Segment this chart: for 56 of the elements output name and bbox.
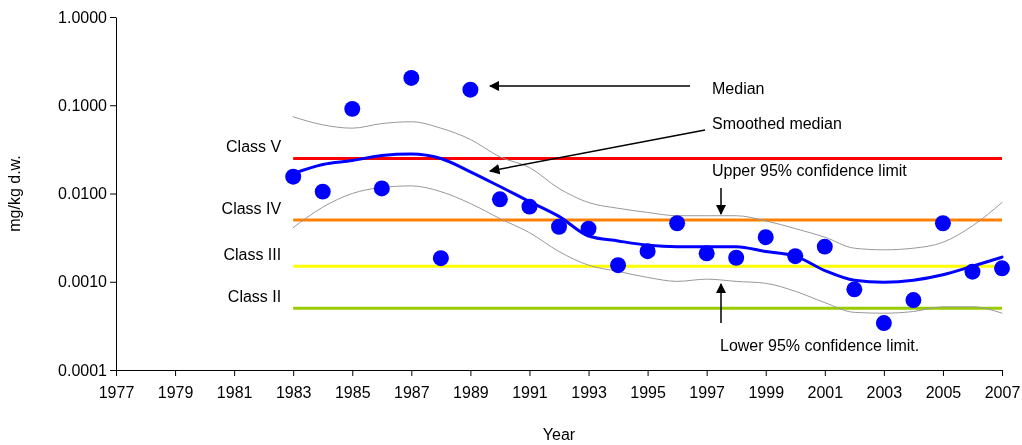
annotation: Smoothed median: [712, 115, 842, 132]
x-tick-label: 1995: [630, 384, 666, 402]
x-tick-label: 1991: [512, 384, 548, 402]
annotation: Median: [712, 80, 765, 97]
y-tick-label: 0.0100: [58, 185, 108, 203]
point: [698, 245, 715, 262]
point: [314, 183, 331, 200]
y-tick-label: 0.0010: [58, 273, 108, 291]
point: [846, 281, 863, 298]
y-axis-title: mg/kg d.w.: [6, 155, 23, 232]
point: [994, 260, 1010, 277]
y-tick-label: 0.1000: [58, 96, 108, 114]
point: [669, 215, 686, 232]
ref-line-label: Class III: [223, 246, 282, 264]
point: [521, 198, 538, 215]
point: [875, 315, 892, 332]
y-tick-label: 0.0001: [58, 361, 108, 379]
x-tick-label: 1993: [571, 384, 607, 402]
x-tick-label: 2001: [807, 384, 844, 402]
x-axis-title: Year: [542, 426, 576, 443]
annotation: Lower 95% confidence limit.: [720, 337, 920, 354]
point: [580, 220, 597, 237]
point: [491, 191, 508, 208]
point: [816, 238, 833, 255]
x-tick-label: 1999: [748, 384, 785, 402]
point: [905, 292, 922, 309]
point: [403, 69, 420, 86]
x-tick-label: 1979: [157, 384, 194, 402]
point: [285, 168, 302, 185]
ref-line-label: Class II: [227, 288, 282, 306]
x-tick-label: 1997: [689, 384, 726, 402]
x-tick-label: 1987: [394, 384, 430, 402]
point: [462, 81, 479, 98]
point: [728, 249, 745, 266]
x-tick-label: 1985: [334, 384, 371, 402]
point: [551, 218, 567, 235]
point: [964, 263, 981, 280]
x-tick-label: 2005: [925, 384, 962, 402]
point: [639, 243, 656, 260]
ref-line-label: Class IV: [221, 200, 282, 218]
x-tick-label: 1989: [453, 384, 489, 402]
point: [432, 250, 449, 267]
point: [373, 180, 390, 197]
x-tick-label: 2003: [866, 384, 903, 402]
point: [344, 100, 361, 117]
y-tick-label: 1.0000: [58, 8, 108, 26]
x-tick-label: 2007: [984, 384, 1021, 402]
x-tick-label: 1983: [275, 384, 312, 402]
point: [934, 215, 951, 232]
point: [610, 257, 627, 274]
x-tick-label: 1977: [98, 384, 135, 402]
point: [757, 229, 774, 246]
x-tick-label: 1981: [216, 384, 253, 402]
point: [787, 248, 804, 265]
annotation: Upper 95% confidence limit: [712, 162, 908, 179]
ref-line-label: Class V: [226, 138, 282, 156]
